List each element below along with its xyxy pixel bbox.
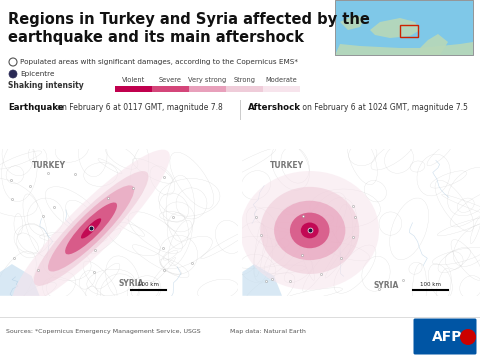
- Ellipse shape: [34, 171, 148, 286]
- Circle shape: [460, 329, 476, 345]
- Text: on February 6 at 0117 GMT, magnitude 7.8: on February 6 at 0117 GMT, magnitude 7.8: [55, 103, 223, 112]
- Text: Sources: *Copernicus Emergency Management Service, USGS: Sources: *Copernicus Emergency Managemen…: [6, 329, 201, 334]
- Ellipse shape: [260, 187, 359, 274]
- Bar: [226, 86, 263, 92]
- Text: 100 km: 100 km: [420, 282, 441, 287]
- Text: TURKEY: TURKEY: [32, 161, 66, 170]
- Text: Very strong: Very strong: [188, 77, 227, 83]
- Bar: [189, 86, 226, 92]
- Text: Strong: Strong: [233, 77, 255, 83]
- Text: Earthquake: Earthquake: [8, 103, 64, 112]
- Text: Violent: Violent: [122, 77, 145, 83]
- Bar: [263, 86, 300, 92]
- Text: Aftershock: Aftershock: [248, 103, 301, 112]
- Text: TURKEY: TURKEY: [270, 161, 304, 170]
- Bar: [240, 100, 241, 120]
- FancyBboxPatch shape: [335, 0, 473, 55]
- Ellipse shape: [240, 171, 379, 290]
- Text: 100 km: 100 km: [138, 282, 159, 287]
- Ellipse shape: [274, 201, 346, 260]
- Text: ●: ●: [466, 334, 470, 339]
- Polygon shape: [340, 15, 365, 30]
- Text: Epicentre: Epicentre: [20, 71, 55, 77]
- Polygon shape: [242, 264, 282, 296]
- Circle shape: [9, 70, 17, 78]
- Polygon shape: [0, 264, 39, 296]
- Bar: [152, 86, 189, 92]
- Polygon shape: [420, 34, 448, 55]
- Text: Map data: Natural Earth: Map data: Natural Earth: [230, 329, 306, 334]
- Text: SYRIA: SYRIA: [373, 281, 398, 290]
- Text: Regions in Turkey and Syria affected by the: Regions in Turkey and Syria affected by …: [8, 12, 370, 27]
- Text: Moderate: Moderate: [265, 77, 298, 83]
- Bar: [400, 25, 418, 37]
- Ellipse shape: [301, 223, 319, 238]
- Ellipse shape: [81, 218, 101, 238]
- Text: SYRIA: SYRIA: [119, 279, 144, 288]
- Ellipse shape: [48, 185, 134, 272]
- Ellipse shape: [65, 203, 117, 255]
- Text: on February 6 at 1024 GMT, magnitude 7.5: on February 6 at 1024 GMT, magnitude 7.5: [300, 103, 468, 112]
- Text: earthquake and its main aftershock: earthquake and its main aftershock: [8, 30, 304, 45]
- Ellipse shape: [12, 150, 170, 307]
- Ellipse shape: [290, 213, 330, 248]
- Text: Populated areas with significant damages, according to the Copernicus EMS*: Populated areas with significant damages…: [20, 59, 298, 65]
- FancyBboxPatch shape: [413, 319, 477, 354]
- Text: Shaking intensity: Shaking intensity: [8, 82, 84, 91]
- Bar: [115, 86, 152, 92]
- Text: Severe: Severe: [159, 77, 182, 83]
- Circle shape: [9, 58, 17, 66]
- Text: AFP: AFP: [432, 330, 463, 344]
- Bar: [0, 317, 480, 318]
- Polygon shape: [335, 42, 473, 55]
- Polygon shape: [370, 18, 420, 38]
